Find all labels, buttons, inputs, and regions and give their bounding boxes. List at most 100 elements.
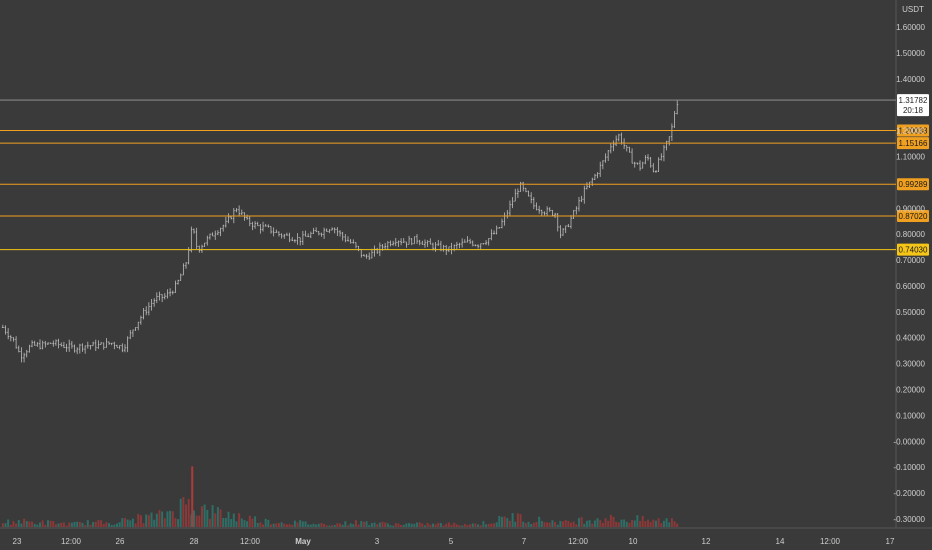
- volume-bar: [466, 525, 469, 527]
- volume-bar: [100, 520, 103, 527]
- volume-bar: [662, 520, 665, 527]
- volume-bar: [654, 520, 657, 527]
- volume-bar: [612, 516, 615, 527]
- volume-bar: [378, 522, 381, 527]
- volume-bar: [437, 522, 440, 527]
- volume-bar: [423, 525, 426, 527]
- volume-bar: [108, 523, 111, 527]
- volume-bar: [232, 513, 235, 527]
- volume-bar: [216, 507, 219, 527]
- volume-bar: [126, 519, 129, 527]
- volume-bar: [44, 524, 47, 527]
- level-label-box[interactable]: [897, 178, 929, 191]
- x-tick-label: 12:00: [568, 537, 589, 546]
- volume-bar: [222, 517, 225, 527]
- volume-bar: [413, 523, 416, 527]
- volume-bar: [78, 521, 81, 527]
- volume-bar: [323, 523, 326, 527]
- volume-bar: [365, 521, 368, 527]
- volume-bar: [538, 516, 541, 527]
- volume-bar: [580, 517, 583, 527]
- volume-bar: [134, 523, 137, 527]
- volume-bar: [543, 522, 546, 527]
- currency-label: USDT: [902, 5, 924, 14]
- volume-bar: [214, 513, 217, 527]
- volume-bar: [219, 509, 222, 527]
- level-label: 1.15166: [899, 139, 928, 148]
- volume-bar: [625, 521, 628, 527]
- horizontal-levels[interactable]: 1.20038 1.15166 0.99289 0.87020 0.74030: [0, 124, 929, 256]
- x-tick-label: 23: [13, 537, 22, 546]
- time-axis: 23 12:00 26 28 12:00 May 3 5 7 12:00 10 12 14 12:00 17: [13, 537, 895, 546]
- level-label-box[interactable]: [897, 124, 929, 137]
- volume-bar: [562, 521, 565, 527]
- volume-bar: [65, 525, 68, 527]
- x-tick-label: 12:00: [61, 537, 82, 546]
- volume-bar: [485, 524, 488, 527]
- y-tick-label: 0.50000: [896, 308, 925, 317]
- x-tick-label: May: [295, 537, 311, 546]
- volume-bar: [482, 521, 485, 527]
- volume-bar: [349, 523, 352, 527]
- volume-bar: [129, 520, 132, 527]
- volume-bar: [445, 523, 448, 527]
- volume-bar: [548, 522, 551, 527]
- volume-bar: [1, 523, 4, 527]
- y-tick-label: -0.30000: [893, 515, 925, 524]
- volume-bar: [169, 510, 172, 527]
- x-tick-label: 14: [776, 537, 785, 546]
- volume-bar: [519, 514, 522, 527]
- volume-bar: [280, 522, 283, 527]
- volume-bar: [315, 524, 318, 527]
- volume-bar: [567, 520, 570, 527]
- volume-bar: [121, 518, 124, 527]
- volume-bar: [405, 523, 408, 527]
- volume-bar: [670, 518, 673, 527]
- volume-bar: [588, 520, 591, 527]
- volume-bar: [535, 521, 538, 527]
- volume-bar: [416, 522, 419, 527]
- volume-bar: [469, 524, 472, 527]
- volume-bar: [4, 523, 7, 527]
- volume-bar: [73, 521, 76, 527]
- volume-bar: [17, 520, 20, 527]
- volume-bar: [262, 524, 265, 527]
- volume-bar: [177, 519, 180, 527]
- volume-bar: [36, 524, 39, 527]
- level-label: 1.20038: [899, 126, 928, 135]
- volume-bar: [604, 518, 607, 527]
- volume-bar: [487, 523, 490, 527]
- volume-bar: [474, 523, 477, 527]
- volume-bar: [92, 522, 95, 527]
- volume-bar: [206, 509, 209, 527]
- level-label-box[interactable]: [897, 243, 929, 256]
- volume-bar: [511, 513, 514, 527]
- volume-bar: [601, 522, 604, 527]
- volume-bar: [442, 525, 445, 527]
- x-tick-label: 5: [449, 537, 454, 546]
- volume-bar: [89, 524, 92, 527]
- x-tick-label: 10: [629, 537, 638, 546]
- volume-bar: [607, 520, 610, 527]
- level-label-box[interactable]: [897, 209, 929, 222]
- volume-bar: [450, 524, 453, 527]
- volume-bar: [301, 521, 304, 527]
- volume-bars: [1, 466, 679, 527]
- volume-bar: [524, 523, 527, 527]
- volume-bar: [254, 516, 257, 527]
- y-tick-label: 0.70000: [896, 256, 925, 265]
- volume-bar: [354, 520, 357, 527]
- volume-bar: [200, 506, 203, 527]
- volume-bar: [585, 520, 588, 527]
- volume-bar: [309, 524, 312, 527]
- volume-bar: [328, 525, 331, 527]
- volume-bar: [402, 524, 405, 527]
- volume-bar: [211, 505, 214, 527]
- level-label-box[interactable]: [897, 137, 929, 150]
- volume-bar: [596, 518, 599, 527]
- volume-bar: [362, 521, 365, 527]
- volume-bar: [639, 520, 642, 527]
